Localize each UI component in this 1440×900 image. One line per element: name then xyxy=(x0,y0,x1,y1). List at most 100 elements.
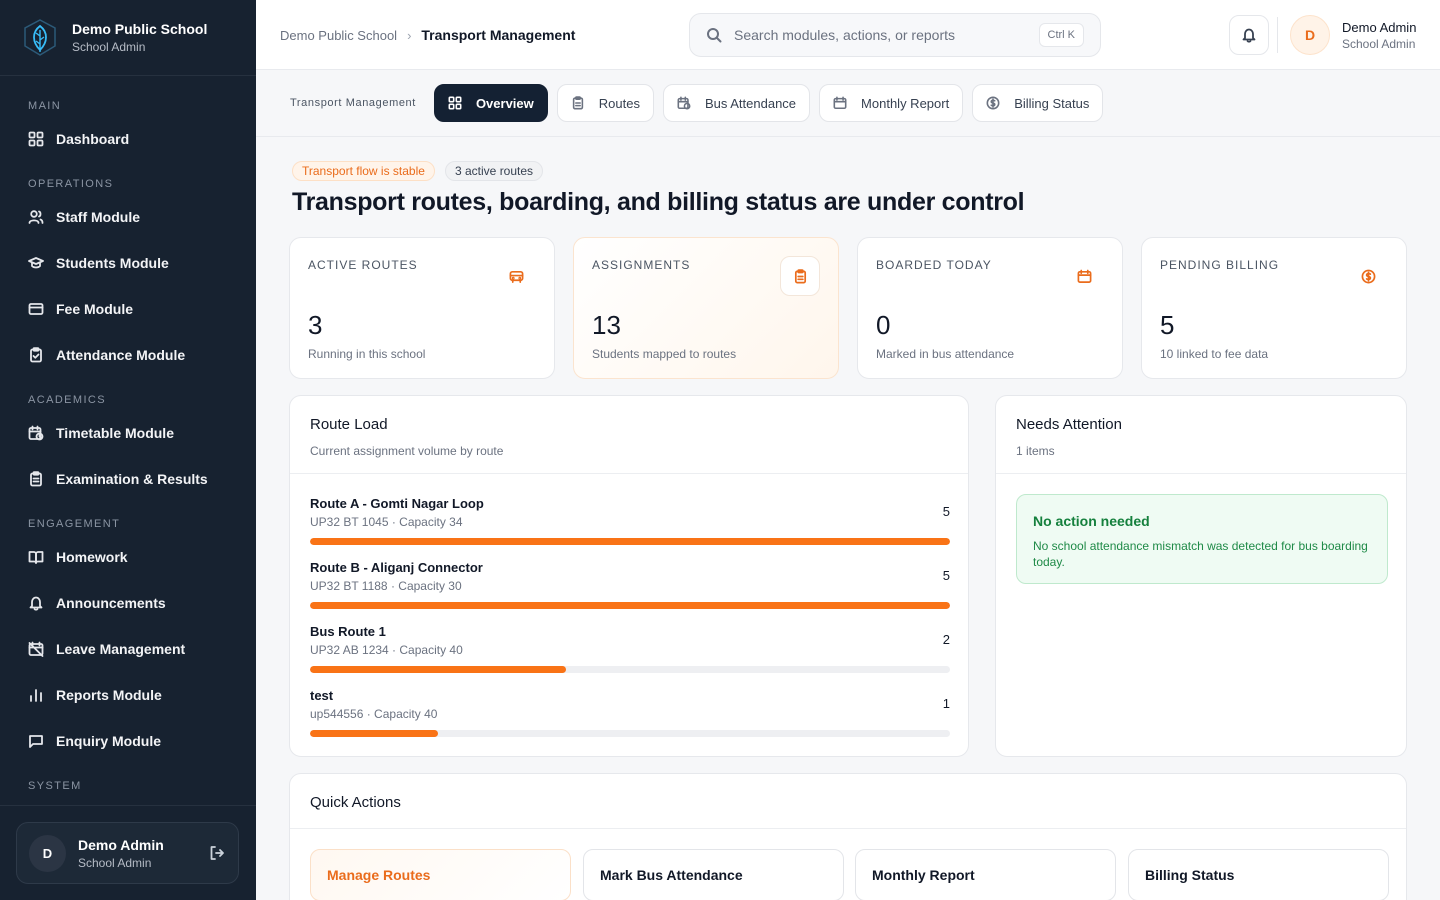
breadcrumb: Demo Public School › Transport Managemen… xyxy=(280,27,575,43)
user-name: Demo Admin xyxy=(78,836,164,853)
manage-routes-button[interactable]: Manage Routes xyxy=(310,849,571,900)
brand[interactable]: Demo Public School School Admin xyxy=(0,0,256,76)
card-subtitle: Current assignment volume by route xyxy=(310,444,504,458)
breadcrumb-current: Transport Management xyxy=(421,27,576,43)
tab-bus-attendance[interactable]: Bus Attendance xyxy=(662,84,811,122)
message-square-icon xyxy=(28,733,44,749)
calendar-clock-icon xyxy=(28,425,44,441)
status-badge: Transport flow is stable xyxy=(292,161,435,181)
sidebar-item-enquiry[interactable]: Enquiry Module xyxy=(0,718,256,764)
sidebar-item-timetable[interactable]: Timetable Module xyxy=(0,410,256,456)
top-header: Demo Public School › Transport Managemen… xyxy=(256,0,1440,70)
logout-icon[interactable] xyxy=(208,844,226,862)
dashboard-grid-icon xyxy=(28,131,44,147)
stat-card-active-routes: ACTIVE ROUTES 3 Running in this school xyxy=(289,237,555,379)
sidebar-item-fee[interactable]: Fee Module xyxy=(0,286,256,332)
monthly-report-button[interactable]: Monthly Report xyxy=(855,849,1116,900)
sidebar-item-label: Announcements xyxy=(56,595,166,611)
tab-label: Overview xyxy=(475,95,534,111)
sidebar-item-leave[interactable]: Leave Management xyxy=(0,626,256,672)
stat-card-assignments: ASSIGNMENTS 13 Students mapped to routes xyxy=(573,237,839,379)
calendar-off-icon xyxy=(28,641,44,657)
sidebar-item-staff[interactable]: Staff Module xyxy=(0,194,256,240)
calendar-clock-icon xyxy=(677,96,691,110)
route-detail: UP32 AB 1234 · Capacity 40 xyxy=(310,643,463,657)
tab-monthly-report[interactable]: Monthly Report xyxy=(819,84,964,122)
clipboard-icon xyxy=(780,256,820,296)
notice-title: No action needed xyxy=(1033,513,1150,529)
card-title: Quick Actions xyxy=(310,794,401,811)
route-row[interactable]: Route B - Aliganj Connector UP32 BT 1188… xyxy=(310,560,950,609)
needs-attention-card: Needs Attention 1 items No action needed… xyxy=(995,395,1407,757)
route-progress-fill xyxy=(310,538,950,545)
card-header: Route Load Current assignment volume by … xyxy=(290,396,968,474)
header-user-info[interactable]: Demo Admin School Admin xyxy=(1342,20,1416,51)
tab-label: Billing Status xyxy=(1014,95,1090,111)
route-row[interactable]: Route A - Gomti Nagar Loop UP32 BT 1045 … xyxy=(310,496,950,545)
sidebar-item-attendance[interactable]: Attendance Module xyxy=(0,332,256,378)
tab-routes[interactable]: Routes xyxy=(556,84,654,122)
notice-text: No school attendance mismatch was detect… xyxy=(1033,539,1368,569)
route-load-card: Route Load Current assignment volume by … xyxy=(289,395,969,757)
sidebar-item-announcements[interactable]: Announcements xyxy=(0,580,256,626)
clipboard-icon xyxy=(572,96,583,110)
leaf-logo-icon xyxy=(20,18,60,58)
notifications-button[interactable] xyxy=(1229,15,1269,55)
tab-label: Bus Attendance xyxy=(704,95,797,111)
sidebar-item-label: Enquiry Module xyxy=(56,733,161,749)
sidebar-item-label: Dashboard xyxy=(56,131,130,147)
stat-value: 0 xyxy=(876,310,891,340)
sidebar-item-dashboard[interactable]: Dashboard xyxy=(0,116,256,162)
sidebar-item-label: Students Module xyxy=(56,255,169,271)
book-open-icon xyxy=(28,549,44,565)
nav-section-system: SYSTEM xyxy=(28,780,82,792)
nav-section-academics: ACADEMICS xyxy=(28,394,106,406)
search-input[interactable]: Search modules, actions, or reports Ctrl… xyxy=(689,13,1101,57)
sidebar-user-card[interactable]: D Demo Admin School Admin xyxy=(16,822,239,884)
mark-bus-attendance-button[interactable]: Mark Bus Attendance xyxy=(583,849,844,900)
card-header: Quick Actions xyxy=(290,774,1406,829)
route-progress-bar xyxy=(310,602,950,609)
sidebar-item-label: Timetable Module xyxy=(56,425,174,441)
sidebar-item-label: Examination & Results xyxy=(56,471,208,487)
stat-subtitle: Running in this school xyxy=(308,347,426,361)
tab-overview[interactable]: Overview xyxy=(433,84,548,122)
clipboard-check-icon xyxy=(28,347,44,363)
route-row[interactable]: test up544556 · Capacity 40 1 xyxy=(310,688,950,737)
brand-subtitle: School Admin xyxy=(72,40,146,54)
sidebar-divider xyxy=(0,805,256,806)
sidebar-item-students[interactable]: Students Module xyxy=(0,240,256,286)
route-progress-fill xyxy=(310,730,438,737)
stat-title: BOARDED TODAY xyxy=(876,258,992,272)
sidebar-nav: MAIN Dashboard OPERATIONS Staff Module S… xyxy=(0,76,256,796)
billing-status-button[interactable]: Billing Status xyxy=(1128,849,1389,900)
route-name: Route B - Aliganj Connector xyxy=(310,560,483,575)
calendar-check-icon xyxy=(1064,256,1104,296)
route-progress-fill xyxy=(310,666,566,673)
sidebar-item-label: Attendance Module xyxy=(56,347,186,363)
stat-value: 3 xyxy=(308,310,323,340)
stat-title: ACTIVE ROUTES xyxy=(308,258,418,272)
sidebar-item-reports[interactable]: Reports Module xyxy=(0,672,256,718)
bus-icon xyxy=(496,256,536,296)
chevron-right-icon: › xyxy=(407,27,412,43)
tab-billing-status[interactable]: Billing Status xyxy=(972,84,1104,122)
stat-title: ASSIGNMENTS xyxy=(592,258,691,272)
sidebar-item-label: Homework xyxy=(56,549,128,565)
route-detail: UP32 BT 1188 · Capacity 30 xyxy=(310,579,462,593)
route-progress-bar xyxy=(310,666,950,673)
avatar[interactable]: D xyxy=(1290,15,1330,55)
user-role: School Admin xyxy=(1342,37,1416,51)
stat-value: 13 xyxy=(592,310,621,340)
sidebar-item-homework[interactable]: Homework xyxy=(0,534,256,580)
dollar-circle-icon xyxy=(986,96,1000,110)
route-row[interactable]: Bus Route 1 UP32 AB 1234 · Capacity 40 2 xyxy=(310,624,950,673)
tabbar-label: Transport Management xyxy=(290,97,416,109)
header-divider xyxy=(1277,17,1278,53)
nav-section-main: MAIN xyxy=(28,100,62,112)
stat-subtitle: Students mapped to routes xyxy=(592,347,737,361)
sidebar-item-examination[interactable]: Examination & Results xyxy=(0,456,256,502)
route-count: 1 xyxy=(942,696,950,711)
breadcrumb-school[interactable]: Demo Public School xyxy=(280,27,398,43)
sidebar-item-label: Leave Management xyxy=(56,641,186,657)
